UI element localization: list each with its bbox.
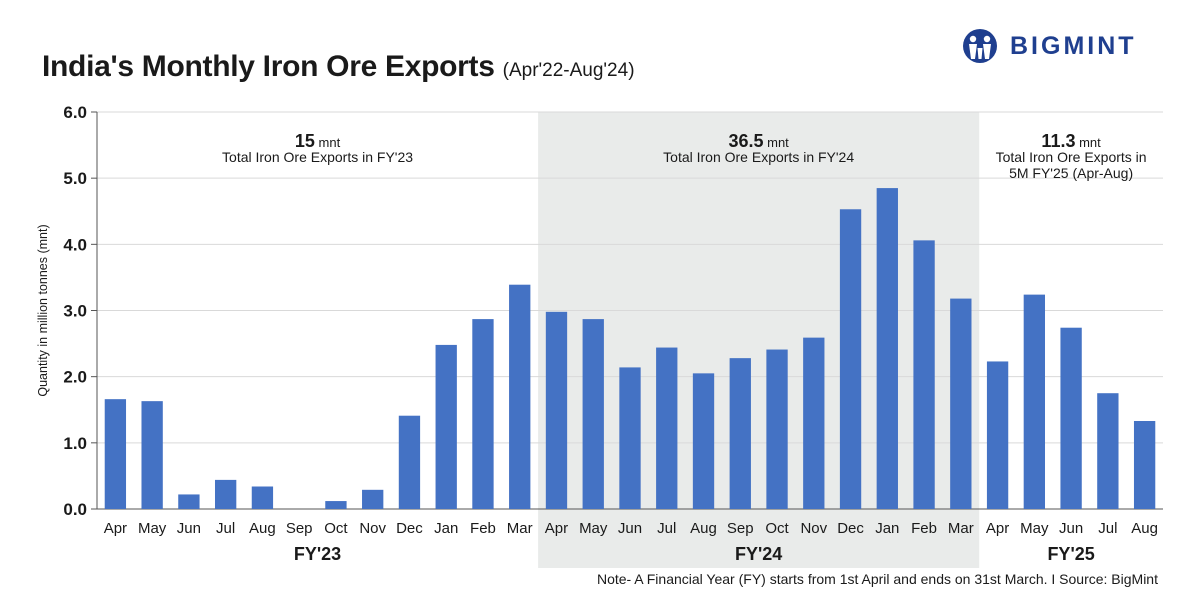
- chart-title: India's Monthly Iron Ore Exports: [42, 50, 495, 83]
- bar-13: [582, 319, 604, 509]
- y-tick-label-6: 6.0: [63, 103, 87, 122]
- x-tick-label-22: Feb: [911, 520, 937, 537]
- fy-total-annotation-1: 36.5 mnt: [728, 131, 789, 151]
- chart-subtitle: (Apr'22-Aug'24): [502, 60, 635, 81]
- x-tick-label-7: Nov: [359, 520, 386, 537]
- y-tick-label-5: 5.0: [63, 169, 87, 188]
- x-tick-label-9: Jan: [434, 520, 458, 537]
- x-tick-label-16: Aug: [690, 520, 717, 537]
- y-tick-label-0: 0.0: [63, 500, 87, 519]
- x-tick-label-4: Aug: [249, 520, 276, 537]
- fy-group-label-1: FY'24: [735, 544, 782, 564]
- bar-16: [692, 373, 715, 509]
- fy-caption-1-0: Total Iron Ore Exports in FY'24: [663, 149, 854, 165]
- fy-caption-2-0: Total Iron Ore Exports in: [996, 149, 1147, 165]
- bar-9: [435, 344, 457, 509]
- bar-22: [913, 240, 935, 509]
- bigmint-logo-icon: [963, 29, 997, 63]
- bar-12: [545, 311, 568, 509]
- x-tick-label-5: Sep: [286, 520, 313, 537]
- fy-group-label-2: FY'25: [1047, 544, 1094, 564]
- bar-0: [104, 399, 127, 509]
- x-tick-label-1: May: [138, 520, 167, 537]
- x-tick-label-12: Apr: [545, 520, 568, 537]
- fy-total-annotation-0: 15 mnt: [295, 131, 341, 151]
- bar-21: [876, 188, 898, 509]
- bar-2: [178, 494, 200, 509]
- y-tick-label-1: 1.0: [63, 434, 87, 453]
- bar-19: [803, 337, 825, 509]
- bar-28: [1133, 420, 1156, 509]
- x-tick-label-19: Nov: [800, 520, 827, 537]
- x-tick-label-11: Mar: [507, 520, 533, 537]
- x-tick-label-24: Apr: [986, 520, 1009, 537]
- x-tick-label-14: Jun: [618, 520, 642, 537]
- x-tick-label-28: Aug: [1131, 520, 1158, 537]
- fy-caption-0-0: Total Iron Ore Exports in FY'23: [222, 149, 413, 165]
- x-tick-label-3: Jul: [216, 520, 235, 537]
- bar-1: [141, 401, 163, 509]
- x-tick-label-0: Apr: [104, 520, 127, 537]
- x-tick-label-6: Oct: [324, 520, 348, 537]
- logo-text: BIGMINT: [1010, 31, 1137, 60]
- fy-total-annotation-2: 11.3 mnt: [1041, 131, 1101, 151]
- bar-18: [766, 349, 788, 509]
- y-axis-label: Quantity in million tonnes (mnt): [36, 224, 50, 396]
- bar-15: [656, 347, 678, 509]
- x-tick-label-13: May: [579, 520, 608, 537]
- x-tick-label-8: Dec: [396, 520, 423, 537]
- bar-11: [509, 284, 531, 509]
- x-tick-label-2: Jun: [177, 520, 201, 537]
- bar-6: [325, 501, 347, 509]
- bar-24: [986, 361, 1009, 509]
- y-tick-label-3: 3.0: [63, 302, 87, 321]
- x-tick-label-17: Sep: [727, 520, 754, 537]
- bar-8: [398, 415, 421, 509]
- bar-10: [472, 319, 494, 509]
- bar-20: [839, 209, 862, 509]
- bar-7: [362, 489, 384, 509]
- bar-25: [1023, 294, 1046, 509]
- x-tick-label-25: May: [1020, 520, 1049, 537]
- x-tick-label-10: Feb: [470, 520, 496, 537]
- page-title: India's Monthly Iron Ore Exports (Apr'22…: [42, 50, 635, 84]
- bar-14: [619, 367, 641, 509]
- x-tick-label-20: Dec: [837, 520, 864, 537]
- bar-26: [1060, 327, 1082, 509]
- x-tick-label-18: Oct: [765, 520, 789, 537]
- y-tick-label-2: 2.0: [63, 368, 87, 387]
- fy-group-label-0: FY'23: [294, 544, 341, 564]
- x-tick-label-21: Jan: [875, 520, 899, 537]
- bar-3: [214, 479, 237, 509]
- fy-shaded-region-1: [538, 112, 980, 568]
- fy-caption-2-1: 5M FY'25 (Apr-Aug): [1009, 165, 1133, 181]
- footer-note: Note- A Financial Year (FY) starts from …: [596, 571, 1158, 587]
- bar-23: [950, 298, 972, 509]
- x-tick-label-27: Jul: [1098, 520, 1117, 537]
- bar-4: [251, 486, 274, 509]
- bar-17: [729, 358, 751, 509]
- x-tick-label-26: Jun: [1059, 520, 1083, 537]
- x-tick-label-23: Mar: [948, 520, 974, 537]
- bar-27: [1097, 393, 1119, 509]
- x-tick-label-15: Jul: [657, 520, 676, 537]
- bigmint-logo: BIGMINT: [960, 28, 1137, 64]
- y-tick-label-4: 4.0: [63, 235, 87, 254]
